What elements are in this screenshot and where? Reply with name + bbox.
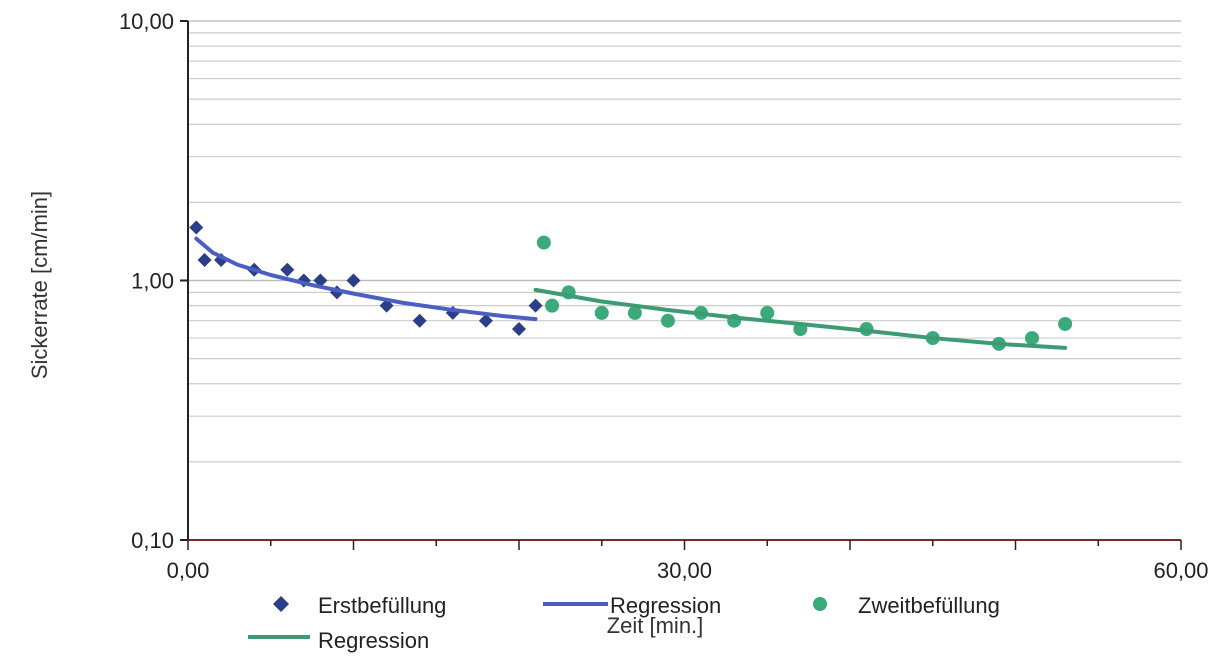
x-axis-label: Zeit [min.] xyxy=(607,613,704,638)
y-tick-label: 10,00 xyxy=(119,9,174,34)
y-tick-label: 1,00 xyxy=(131,269,174,294)
data-point-diamond xyxy=(478,313,493,328)
data-point-circle xyxy=(1025,331,1040,346)
x-tick-label: 30,00 xyxy=(657,558,712,583)
data-point-circle xyxy=(545,298,560,313)
y-tick-label: 0,10 xyxy=(131,528,174,553)
x-tick-label: 0,00 xyxy=(167,558,210,583)
data-point-diamond xyxy=(412,313,427,328)
legend-item-erstbefuellung: Erstbefüllung xyxy=(273,593,446,618)
legend-item-zweitbefuellung: Zweitbefüllung xyxy=(813,593,1000,618)
legend-label-erstbefuellung: Erstbefüllung xyxy=(318,593,446,618)
legend-label-regression-2: Regression xyxy=(318,628,429,653)
data-point-diamond xyxy=(346,273,361,288)
legend-label-zweitbefuellung: Zweitbefüllung xyxy=(858,593,1000,618)
axes xyxy=(180,20,1182,550)
data-point-circle xyxy=(594,305,609,320)
series-1 xyxy=(194,236,538,322)
legend-label-regression-1: Regression xyxy=(610,593,721,618)
series-0 xyxy=(189,220,543,337)
legend-circle-marker xyxy=(813,597,827,611)
data-point-circle xyxy=(627,305,642,320)
regression-line xyxy=(194,236,538,322)
data-point-diamond xyxy=(528,298,543,313)
legend-diamond-marker xyxy=(273,596,289,612)
data-point-diamond xyxy=(280,262,295,277)
data-point-diamond xyxy=(512,322,526,337)
series-3 xyxy=(533,287,1068,350)
grid xyxy=(188,20,1181,541)
legend: Erstbefüllung Regression Zweitbefüllung … xyxy=(248,593,1000,653)
data-point-circle xyxy=(1058,316,1073,331)
data-point-circle xyxy=(536,235,551,250)
data-point-diamond xyxy=(313,273,328,288)
data-series xyxy=(189,220,1073,351)
tick-labels: 10,00 1,00 0,10 0,00 30,00 60,00 xyxy=(119,9,1209,583)
series-2 xyxy=(536,235,1073,351)
data-point-diamond xyxy=(214,252,229,267)
legend-item-regression-2: Regression xyxy=(248,628,429,653)
data-point-diamond xyxy=(189,220,204,235)
y-axis-label: Sickerrate [cm/min] xyxy=(27,191,52,379)
legend-item-regression-1: Regression xyxy=(543,593,721,618)
x-tick-label: 60,00 xyxy=(1153,558,1208,583)
data-point-circle xyxy=(760,305,775,320)
regression-line xyxy=(533,287,1068,350)
data-point-diamond xyxy=(197,252,212,267)
data-point-circle xyxy=(660,313,675,328)
